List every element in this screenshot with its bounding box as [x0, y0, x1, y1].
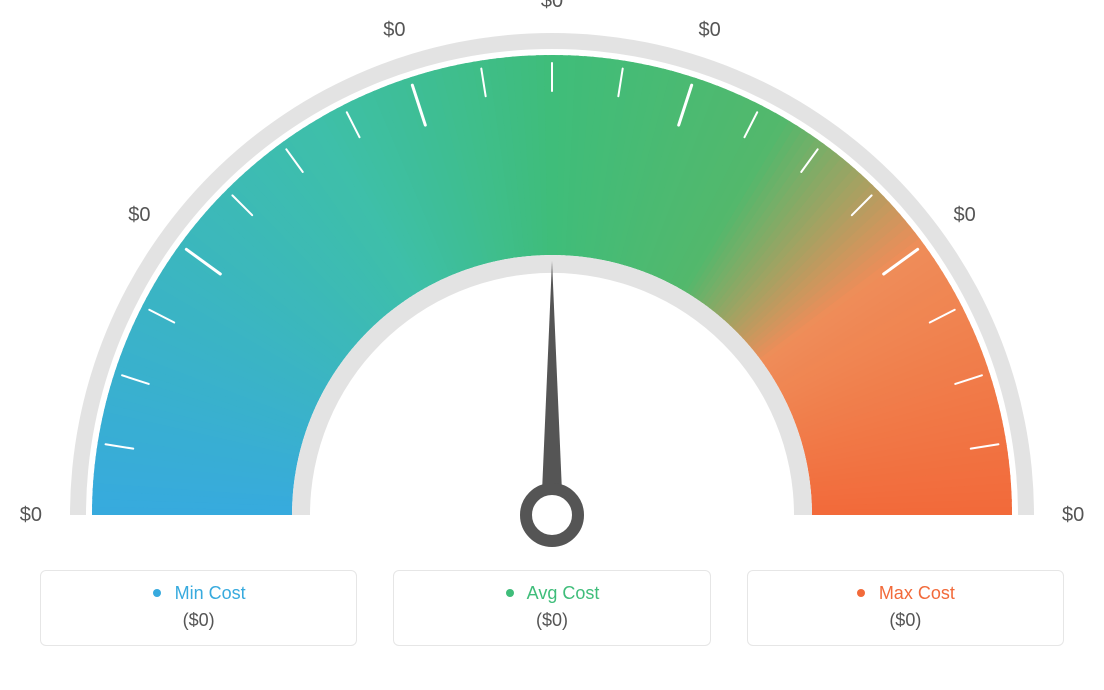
legend-title-avg: Avg Cost [404, 583, 699, 604]
gauge-needle [541, 261, 563, 515]
legend-card-avg: Avg Cost ($0) [393, 570, 710, 646]
legend-card-min: Min Cost ($0) [40, 570, 357, 646]
legend-title-min: Min Cost [51, 583, 346, 604]
dot-icon [152, 588, 162, 598]
legend-label-min: Min Cost [175, 583, 246, 603]
legend-value-min: ($0) [51, 610, 346, 631]
gauge-scale-label: $0 [541, 0, 563, 12]
legend-label-max: Max Cost [879, 583, 955, 603]
gauge-needle-hub [526, 489, 578, 541]
dot-icon [505, 588, 515, 598]
legend-value-max: ($0) [758, 610, 1053, 631]
gauge-svg: $0 $0 $0 $0 $0 $0 $0 [0, 0, 1104, 560]
dot-icon [856, 588, 866, 598]
gauge-scale-label: $0 [128, 204, 150, 226]
gauge-scale-label: $0 [20, 504, 42, 526]
gauge-scale-label: $0 [953, 204, 975, 226]
legend-card-max: Max Cost ($0) [747, 570, 1064, 646]
gauge-scale-label: $0 [1062, 504, 1084, 526]
legend-value-avg: ($0) [404, 610, 699, 631]
legend-title-max: Max Cost [758, 583, 1053, 604]
gauge-scale-label: $0 [383, 19, 405, 41]
gauge-chart: $0 $0 $0 $0 $0 $0 $0 [0, 0, 1104, 560]
legend-label-avg: Avg Cost [527, 583, 600, 603]
gauge-scale-label: $0 [698, 19, 720, 41]
legend-row: Min Cost ($0) Avg Cost ($0) Max Cost ($0… [0, 570, 1104, 646]
